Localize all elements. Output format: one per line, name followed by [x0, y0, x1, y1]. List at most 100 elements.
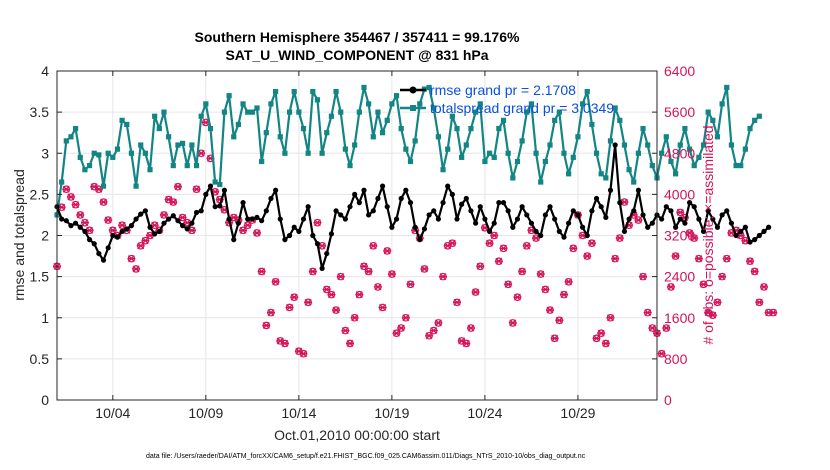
- obs-assimilated-cross: [420, 265, 429, 273]
- rmse-layer-point: [263, 208, 269, 214]
- obs-count-marker: [159, 211, 168, 219]
- obs-assimilated-cross: [341, 327, 350, 335]
- rmse-layer-point: [635, 187, 641, 193]
- obs-assimilated-cross: [318, 242, 327, 250]
- rmse-layer-point: [528, 220, 535, 226]
- rmse-layer-point: [282, 237, 288, 243]
- y-tick-label-right: 1600: [664, 310, 695, 326]
- rmse-layer-point: [552, 216, 558, 222]
- spread-layer-point: [124, 121, 130, 128]
- rmse-layer-point: [114, 234, 121, 240]
- spread-layer-point: [203, 101, 209, 107]
- rmse-layer-point: [342, 216, 348, 222]
- obs-assimilated-cross: [485, 239, 494, 247]
- rmse-layer-point: [714, 224, 721, 230]
- rmse-layer-point: [91, 241, 97, 247]
- y-tick-label-left: 0.5: [30, 351, 50, 367]
- spread-layer-point: [663, 134, 669, 140]
- rmse-layer-point: [175, 218, 181, 224]
- spread-layer-point: [682, 125, 688, 132]
- spread-layer-point: [147, 167, 153, 173]
- spread-layer-point: [175, 142, 181, 148]
- obs-count-marker: [425, 331, 434, 340]
- spread-layer-point: [91, 150, 97, 156]
- obs-count-marker: [71, 200, 80, 209]
- rmse-layer-point: [296, 228, 302, 234]
- spread-layer-point: [366, 101, 372, 107]
- spread-layer-point: [282, 150, 288, 156]
- rmse-layer-point: [268, 195, 274, 202]
- spread-layer-point: [528, 101, 535, 107]
- spread-layer-point: [77, 154, 83, 160]
- spread-layer-point: [305, 150, 311, 156]
- spread-layer-point: [268, 101, 274, 107]
- obs-count-marker: [606, 313, 615, 322]
- spread-layer-point: [277, 134, 283, 140]
- spread-layer-point: [510, 175, 516, 181]
- obs-count-marker: [583, 252, 592, 260]
- spread-layer-point: [659, 150, 665, 156]
- rmse-layer-point: [179, 223, 186, 229]
- chart-title-line2: SAT_U_WIND_COMPONENT @ 831 hPa: [225, 47, 488, 63]
- rmse-layer-point: [598, 204, 604, 210]
- rmse-layer-point: [407, 200, 414, 206]
- rmse-layer-point: [403, 187, 409, 193]
- legend: rmse grand pr = 2.1708 totalspread grand…: [400, 82, 614, 116]
- obs-count-marker: [453, 298, 461, 307]
- rmse-layer-point: [505, 208, 511, 214]
- spread-layer-point: [431, 105, 437, 111]
- obs-count-marker: [611, 254, 620, 263]
- obs-count-marker: [587, 239, 596, 248]
- obs-count-marker: [690, 234, 699, 242]
- rmse-layer-point: [617, 200, 623, 206]
- obs-count-marker: [299, 349, 308, 358]
- obs-count-marker: [239, 226, 248, 235]
- spread-layer-point: [189, 142, 195, 148]
- spread-layer-point: [724, 84, 730, 91]
- rmse-layer-point: [333, 208, 339, 214]
- spread-layer-point: [342, 146, 348, 152]
- obs-count-marker: [485, 239, 494, 248]
- spread-layer-point: [575, 134, 581, 140]
- spread-layer-point: [435, 134, 441, 140]
- spread-layer-point: [705, 109, 711, 115]
- spread-layer-point: [640, 125, 646, 132]
- obs-assimilated-cross: [373, 283, 382, 291]
- obs-count-marker: [643, 308, 652, 317]
- obs-count-marker: [662, 324, 671, 332]
- obs-assimilated-cross: [355, 291, 364, 299]
- obs-assimilated-cross: [308, 268, 317, 275]
- obs-assimilated-cross: [583, 252, 592, 260]
- rmse-layer-point: [524, 212, 530, 218]
- obs-assimilated-cross: [513, 293, 522, 301]
- spread-layer-point: [738, 162, 744, 169]
- obs-assimilated-cross: [564, 278, 573, 286]
- rmse-layer-point: [607, 187, 614, 193]
- obs-count-marker: [634, 216, 643, 224]
- spread-layer-point: [728, 142, 735, 148]
- rmse-layer-point: [468, 208, 474, 214]
- obs-assimilated-cross: [369, 242, 378, 250]
- rmse-layer-point: [217, 203, 223, 209]
- spread-layer-point: [556, 109, 562, 115]
- spread-layer-point: [454, 125, 460, 132]
- rmse-layer-point: [561, 234, 567, 240]
- rmse-layer-point: [612, 142, 618, 148]
- legend-rmse-marker: [409, 86, 417, 94]
- rmse-layer-point: [96, 250, 102, 257]
- obs-assimilated-cross: [94, 185, 103, 193]
- spread-layer-point: [612, 105, 618, 111]
- rmse-layer-point: [491, 220, 497, 226]
- obs-assimilated-cross: [304, 298, 313, 306]
- rmse-layer-point: [82, 228, 88, 234]
- spread-layer-point: [696, 154, 702, 160]
- spread-layer-point: [68, 134, 74, 140]
- rmse-layer-point: [593, 195, 600, 202]
- spread-layer-point: [482, 158, 488, 165]
- obs-count-marker: [657, 349, 666, 358]
- spread-layer-point: [384, 117, 390, 123]
- obs-count-marker: [369, 241, 378, 250]
- obs-count-marker: [290, 293, 299, 301]
- obs-count-marker: [401, 313, 410, 322]
- obs-count-marker: [262, 321, 271, 330]
